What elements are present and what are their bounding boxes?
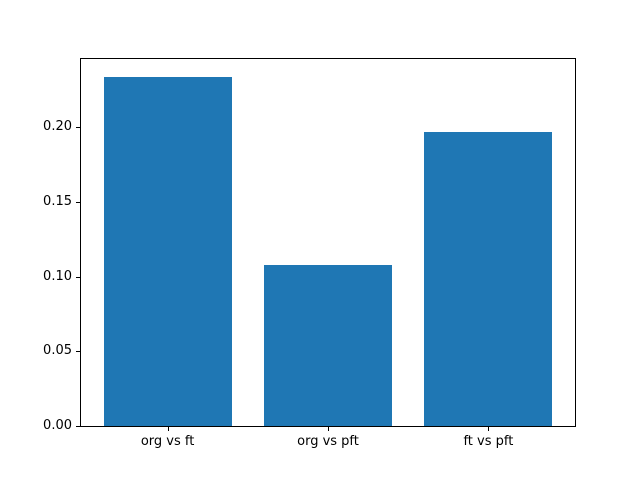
y-tick-mark bbox=[76, 201, 80, 203]
x-tick-label-org-vs-pft: org vs pft bbox=[297, 434, 359, 449]
bar-org-vs-ft bbox=[103, 76, 232, 426]
y-tick-label: 0.15 bbox=[43, 193, 72, 209]
y-tick-label: 0.20 bbox=[43, 119, 72, 135]
y-tick-label: 0.10 bbox=[43, 268, 72, 284]
x-tick-mark bbox=[488, 427, 490, 431]
bar-org-vs-pft bbox=[263, 264, 393, 426]
y-tick-mark bbox=[76, 426, 80, 427]
x-tick-mark bbox=[167, 427, 169, 431]
y-tick-label: 0.05 bbox=[43, 343, 72, 359]
plot-area bbox=[80, 58, 576, 427]
x-tick-label-ft-vs-pft: ft vs pft bbox=[463, 434, 514, 449]
y-tick-mark bbox=[76, 351, 80, 353]
bar-ft-vs-pft bbox=[424, 131, 553, 426]
x-tick-label-org-vs-ft: org vs ft bbox=[140, 434, 195, 449]
y-tick-mark bbox=[76, 276, 80, 278]
y-tick-label: 0.00 bbox=[43, 418, 72, 433]
y-tick-mark bbox=[76, 127, 80, 129]
x-tick-mark bbox=[328, 427, 329, 431]
